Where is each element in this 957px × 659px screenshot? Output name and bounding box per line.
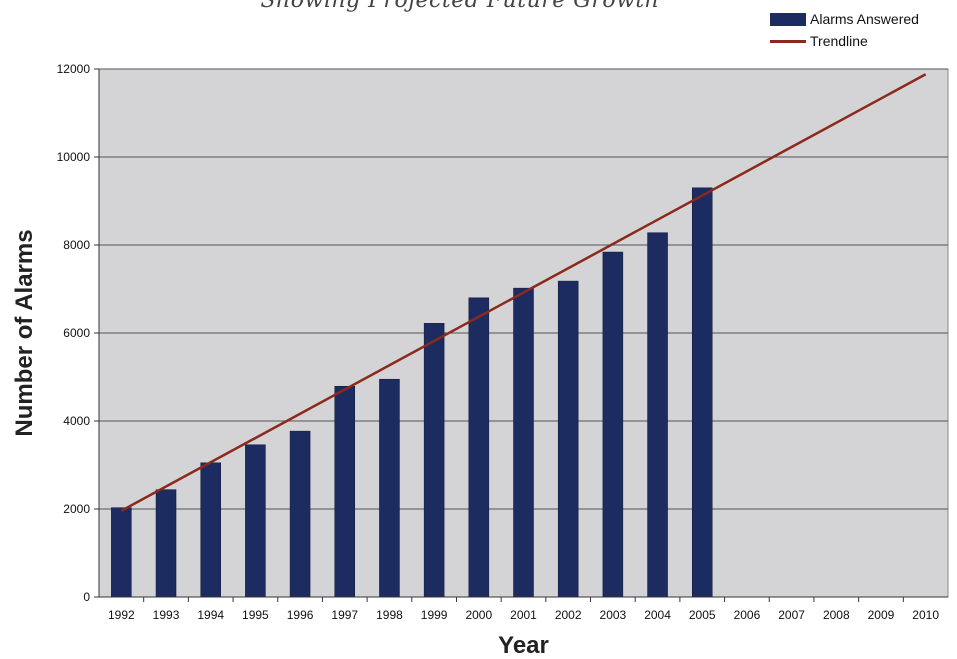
x-tick-label: 1992	[108, 608, 135, 622]
y-axis-ticks: 0 2000 4000 6000 8000 10000 12000	[57, 62, 948, 604]
x-tick-label: 2003	[600, 608, 627, 622]
trendline	[120, 73, 927, 512]
legend-item-trendline: Trendline	[770, 30, 919, 52]
x-tick-label: 2009	[868, 608, 895, 622]
y-tick-label: 4000	[63, 414, 90, 428]
x-axis-label: Year	[498, 632, 549, 659]
y-tick-label: 12000	[57, 62, 91, 76]
x-tick-label: 2007	[778, 608, 805, 622]
x-tick-label: 1999	[421, 608, 448, 622]
x-tick-label: 2004	[644, 608, 671, 622]
bar-1996	[289, 430, 311, 598]
legend-swatch-bar	[770, 12, 806, 26]
y-tick-label: 10000	[57, 150, 91, 164]
bar-2000	[468, 297, 490, 598]
bar-2004	[647, 232, 668, 598]
x-tick-label: 1998	[376, 608, 403, 622]
legend-swatch-line	[770, 39, 806, 43]
y-tick-label: 6000	[63, 326, 90, 340]
x-tick-label: 1996	[287, 608, 314, 622]
x-tick-label: 2010	[912, 608, 939, 622]
x-tick-label: 2001	[510, 608, 537, 622]
y-tick-label: 0	[83, 590, 90, 604]
x-tick-label: 1994	[197, 608, 224, 622]
x-tick-label: 1995	[242, 608, 269, 622]
bar-2002	[557, 280, 579, 598]
bar-1993	[155, 489, 177, 598]
chart-subtitle: Showing Projected Future Growth	[260, 0, 660, 13]
bar-2001	[513, 287, 534, 598]
y-tick-label: 2000	[63, 502, 90, 516]
x-tick-label: 2000	[465, 608, 492, 622]
x-tick-label: 2006	[734, 608, 761, 622]
bar-1999	[423, 323, 445, 598]
bar-2005	[691, 187, 713, 598]
bar-1998	[379, 378, 400, 598]
legend-label-trendline: Trendline	[810, 33, 868, 49]
bar-2003	[602, 251, 624, 598]
x-tick-label: 2005	[689, 608, 716, 622]
y-axis-label: Number of Alarms	[11, 229, 38, 436]
x-axis-ticks: 1992 1993 1994 1995 1996 1997 1998 1999 2000 2001…	[108, 597, 939, 622]
x-tick-label: 2002	[555, 608, 582, 622]
bars	[111, 187, 713, 598]
legend-label-alarms: Alarms Answered	[810, 11, 919, 27]
bar-1995	[245, 444, 266, 598]
bar-1994	[200, 462, 221, 598]
x-tick-label: 2008	[823, 608, 850, 622]
y-tick-label: 8000	[63, 238, 90, 252]
x-tick-label: 1997	[331, 608, 358, 622]
x-tick-label: 1993	[153, 608, 180, 622]
legend: Alarms Answered Trendline	[770, 8, 919, 52]
bar-1992	[111, 507, 132, 598]
bar-1997	[334, 385, 356, 598]
legend-item-alarms: Alarms Answered	[770, 8, 919, 30]
